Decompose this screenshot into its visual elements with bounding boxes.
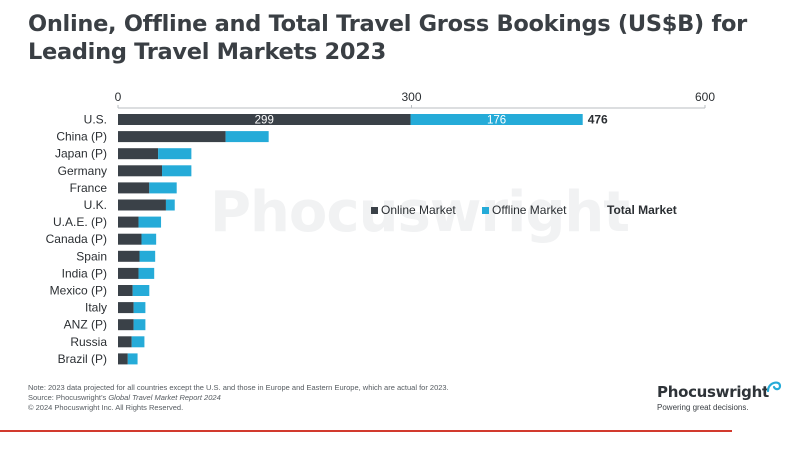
bar-online [118, 353, 128, 365]
logo-wordmark: Phocuswright [657, 381, 781, 401]
data-label-offline: 176 [487, 115, 506, 127]
y-category-label: Canada (P) [46, 232, 107, 246]
bar-online [118, 336, 132, 348]
y-category-label: France [70, 181, 108, 195]
bar-chart: 0 300 600 U.S. 299 176 476 China (P) Japan (P) Ge… [46, 90, 716, 366]
x-tick-label: 600 [695, 90, 715, 104]
bar-online [118, 165, 163, 177]
footnote-copyright: © 2024 Phocuswright Inc. All Rights Rese… [28, 403, 184, 412]
logo-name-text: Phocuswright [657, 383, 769, 401]
y-category-label: Japan (P) [55, 147, 107, 161]
bar-offline [141, 233, 157, 245]
bar-offline [138, 267, 155, 279]
footer-accent-line [0, 430, 732, 432]
y-category-label: U.K. [84, 198, 107, 212]
legend-swatch-online [371, 207, 378, 214]
bar-online [118, 319, 134, 331]
y-category-label: China (P) [56, 130, 107, 144]
y-category-label: Russia [70, 335, 107, 349]
legend-label-online: Online Market [381, 203, 456, 217]
bar-online [118, 302, 134, 314]
legend-swatch-offline [482, 207, 489, 214]
bar-online [118, 267, 139, 279]
data-label-total: 476 [588, 113, 608, 127]
footnote-source: Source: Phocuswright’s Global Travel Mar… [28, 393, 588, 403]
bar-online [118, 148, 159, 160]
data-label-online: 299 [255, 115, 274, 127]
y-category-label: India (P) [62, 266, 107, 280]
y-category-label: U.A.E. (P) [53, 215, 107, 229]
bar-online [118, 250, 140, 262]
chart-title-line-2: Leading Travel Markets 2023 [28, 39, 386, 65]
bar-offline [225, 131, 269, 143]
bar-offline [139, 250, 156, 262]
bar-offline [131, 336, 145, 348]
y-category-label: Brazil (P) [58, 352, 107, 366]
x-tick-label: 0 [115, 90, 122, 104]
bar-online [118, 285, 133, 296]
legend-label-offline: Offline Market [492, 203, 567, 217]
footnote-note: Note: 2023 data projected for all countr… [28, 383, 449, 392]
bar-offline [132, 285, 150, 296]
y-category-label: Spain [76, 249, 107, 263]
bar-offline [127, 353, 138, 365]
bar-online [118, 114, 411, 125]
y-category-label: Mexico (P) [50, 284, 107, 298]
brand-logo: Phocuswright Powering great decisions. [657, 381, 787, 412]
logo-tagline: Powering great decisions. [657, 403, 749, 412]
chart-title-line-1: Online, Offline and Total Travel Gross B… [28, 11, 747, 37]
bar-offline [149, 182, 177, 194]
legend-label-total: Total Market [607, 203, 677, 217]
footnote-source-title: Global Travel Market Report 2024 [108, 393, 221, 402]
logo-swirl-icon [766, 381, 781, 393]
bar-offline [410, 114, 583, 125]
bar-online [118, 199, 166, 211]
bar-offline [162, 165, 192, 177]
bar-offline [158, 148, 192, 160]
footnotes: Note: 2023 data projected for all countr… [28, 383, 588, 413]
y-category-label: Germany [58, 164, 107, 178]
bar-offline [138, 216, 162, 228]
bar-online [118, 233, 142, 245]
watermark: Phocuswright [210, 180, 630, 245]
bar-offline [165, 199, 175, 211]
chart-title: Online, Offline and Total Travel Gross B… [28, 10, 768, 66]
x-tick-label: 300 [401, 90, 421, 104]
bar-offline [133, 302, 146, 314]
y-category-label: Italy [85, 301, 107, 315]
y-category-label: U.S. [84, 113, 107, 127]
bar-online [118, 131, 226, 143]
bar-offline [133, 319, 146, 331]
bar-online [118, 182, 150, 194]
footnote-source-prefix: Source: Phocuswright’s [28, 393, 109, 402]
bar-online [118, 216, 139, 228]
y-category-label: ANZ (P) [64, 318, 107, 332]
